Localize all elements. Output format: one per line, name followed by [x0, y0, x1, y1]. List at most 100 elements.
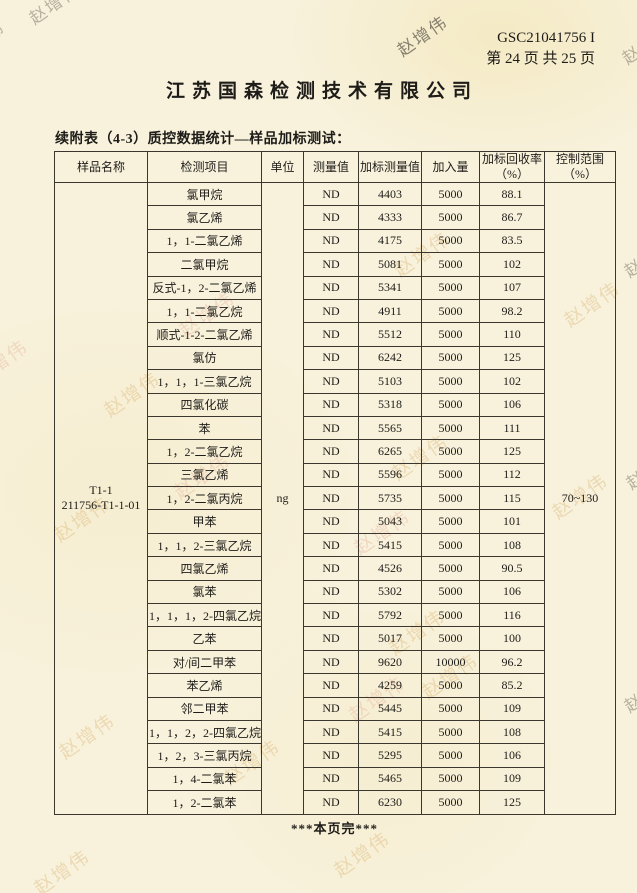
measured-value-cell: ND [303, 205, 359, 230]
table-row: 氯苯 ND 5302 5000 106 [55, 579, 616, 605]
recovery-rate-cell: 100 [479, 626, 545, 651]
col-header-text: （%） [563, 167, 597, 181]
recovery-rate-cell: 102 [479, 369, 545, 394]
analyte-name-cell: 1，2-二氯乙烷 [147, 439, 262, 464]
table-row: 四氯乙烯 ND 4526 5000 90.5 [55, 556, 616, 581]
table-body: T1-1 211756-T1-1-01 氯甲烷 ng ND 4403 5000 88… [54, 181, 616, 815]
col-header-text: （%） [495, 167, 529, 181]
analyte-name-cell: 1，2-二氯丙烷 [147, 486, 262, 511]
spiked-value-cell: 4911 [358, 298, 422, 324]
spiked-value-cell: 5792 [358, 603, 422, 628]
table-row: 氯仿 ND 6242 5000 125 [55, 345, 616, 371]
table-row: 顺式-1-2-二氯乙烯 ND 5512 5000 110 [55, 322, 616, 347]
recovery-rate-cell: 108 [479, 532, 545, 558]
added-amount-cell: 5000 [421, 252, 480, 277]
spiked-value-cell: 5465 [358, 766, 422, 792]
table-caption: 续附表（4-3）质控数据统计—样品加标测试： [55, 132, 351, 147]
added-amount-cell: 5000 [421, 673, 480, 698]
recovery-rate-cell: 86.7 [479, 205, 545, 230]
analyte-name-cell: 邻二甲苯 [147, 696, 262, 721]
measured-value-cell: ND [303, 275, 359, 300]
recovery-rate-cell: 106 [479, 392, 545, 417]
watermark-text: 赵增伟 [618, 20, 637, 69]
page-end-marker: ***本页完*** [290, 820, 378, 836]
col-header-control-range: 控制范围 （%） [544, 151, 616, 183]
table-row: 1，1，1-三氯乙烷 ND 5103 5000 102 [55, 369, 616, 394]
added-amount-cell: 5000 [421, 719, 480, 745]
recovery-rate-cell: 109 [479, 696, 545, 721]
measured-value-cell: ND [303, 743, 359, 768]
recovery-rate-cell: 96.2 [479, 649, 545, 675]
col-header-added-amount: 加入量 [421, 151, 480, 183]
table-row: 乙苯 ND 5017 5000 100 [55, 626, 616, 651]
analyte-name-cell: 1，1-二氯乙烷 [147, 298, 262, 324]
analyte-name-cell: 三氯乙烯 [147, 462, 262, 488]
analyte-name-cell: 氯乙烯 [147, 205, 262, 230]
analyte-name-cell: 苯乙烯 [147, 673, 262, 698]
spiked-value-cell: 5295 [358, 743, 422, 768]
measured-value-cell: ND [303, 415, 359, 441]
measured-value-cell: ND [303, 369, 359, 394]
measured-value-cell: ND [303, 766, 359, 792]
control-range-cell: 70~130 [544, 182, 616, 815]
added-amount-cell: 5000 [421, 509, 480, 534]
measured-value-cell: ND [303, 322, 359, 347]
measured-value-cell: ND [303, 556, 359, 581]
measured-value-cell: ND [303, 649, 359, 675]
measured-value-cell: ND [303, 532, 359, 558]
recovery-rate-cell: 107 [479, 275, 545, 300]
added-amount-cell: 5000 [421, 696, 480, 721]
recovery-rate-cell: 109 [479, 766, 545, 792]
col-header-recovery-rate: 加标回收率 （%） [479, 151, 545, 183]
added-amount-cell: 5000 [421, 369, 480, 394]
analyte-name-cell: 乙苯 [147, 626, 262, 651]
spiked-value-cell: 5735 [358, 486, 422, 511]
spiked-value-cell: 5017 [358, 626, 422, 651]
added-amount-cell: 5000 [421, 228, 480, 254]
analyte-name-cell: 1，1，1，2-四氯乙烷 [147, 603, 262, 628]
table-row: 反式-1，2-二氯乙烯 ND 5341 5000 107 [55, 275, 616, 300]
recovery-rate-cell: 108 [479, 719, 545, 745]
page-number: 第 24 页 共 25 页 [486, 51, 595, 68]
spiked-value-cell: 5565 [358, 415, 422, 441]
added-amount-cell: 5000 [421, 298, 480, 324]
col-header-text: 测量值 [312, 159, 349, 174]
table-wrapper: 样品名称 检测项目 单位 测量值 加标测量值 加入量 加标回收率 （%） 控制范围… [54, 151, 616, 837]
qc-spike-test-table: 样品名称 检测项目 单位 测量值 加标测量值 加入量 加标回收率 （%） 控制范围… [54, 151, 616, 815]
unit-cell: ng [261, 182, 304, 815]
spiked-value-cell: 5341 [358, 275, 422, 300]
measured-value-cell: ND [303, 181, 359, 207]
analyte-name-cell: 1，2，3-三氯丙烷 [147, 743, 262, 768]
watermark-text: 赵增伟 [393, 12, 452, 61]
table-row: 1，2-二氯苯 ND 6230 5000 125 [55, 790, 616, 815]
measured-value-cell: ND [303, 509, 359, 534]
table-row: 二氯甲烷 ND 5081 5000 102 [55, 252, 616, 277]
table-row: 1，1-二氯乙烷 ND 4911 5000 98.2 [55, 298, 616, 324]
col-header-analyte: 检测项目 [147, 151, 262, 183]
recovery-rate-cell: 88.1 [479, 181, 545, 207]
spiked-value-cell: 4333 [358, 205, 422, 230]
analyte-name-cell: 对/间二甲苯 [147, 649, 262, 675]
recovery-rate-cell: 115 [479, 486, 545, 511]
col-header-measured: 测量值 [303, 151, 359, 183]
added-amount-cell: 5000 [421, 532, 480, 558]
table-row: T1-1 211756-T1-1-01 氯甲烷 ng ND 4403 5000 88… [54, 181, 616, 815]
spiked-value-cell: 5043 [358, 509, 422, 534]
measured-value-cell: ND [303, 486, 359, 511]
analyte-name-cell: 1，4-二氯苯 [147, 766, 262, 792]
measured-value-cell: ND [303, 462, 359, 488]
table-header-row: 样品名称 检测项目 单位 测量值 加标测量值 加入量 加标回收率 （%） 控制范围… [54, 151, 616, 183]
analyte-name-cell: 1，1，1-三氯乙烷 [147, 369, 262, 394]
spiked-value-cell: 4175 [358, 228, 422, 254]
recovery-rate-cell: 111 [479, 415, 545, 441]
watermark-text: 赵增伟 [620, 668, 637, 717]
added-amount-cell: 5000 [421, 181, 480, 207]
analyte-name-cell: 四氯化碳 [147, 392, 262, 417]
watermark-text: 赵增伟 [0, 18, 9, 67]
analyte-name-cell: 1，1，2，2-四氯乙烷 [147, 719, 262, 745]
added-amount-cell: 5000 [421, 415, 480, 441]
recovery-rate-cell: 106 [479, 743, 545, 768]
table-row: 苯 ND 5565 5000 111 [55, 415, 616, 441]
analyte-name-cell: 甲苯 [147, 509, 262, 534]
spiked-value-cell: 5302 [358, 579, 422, 605]
